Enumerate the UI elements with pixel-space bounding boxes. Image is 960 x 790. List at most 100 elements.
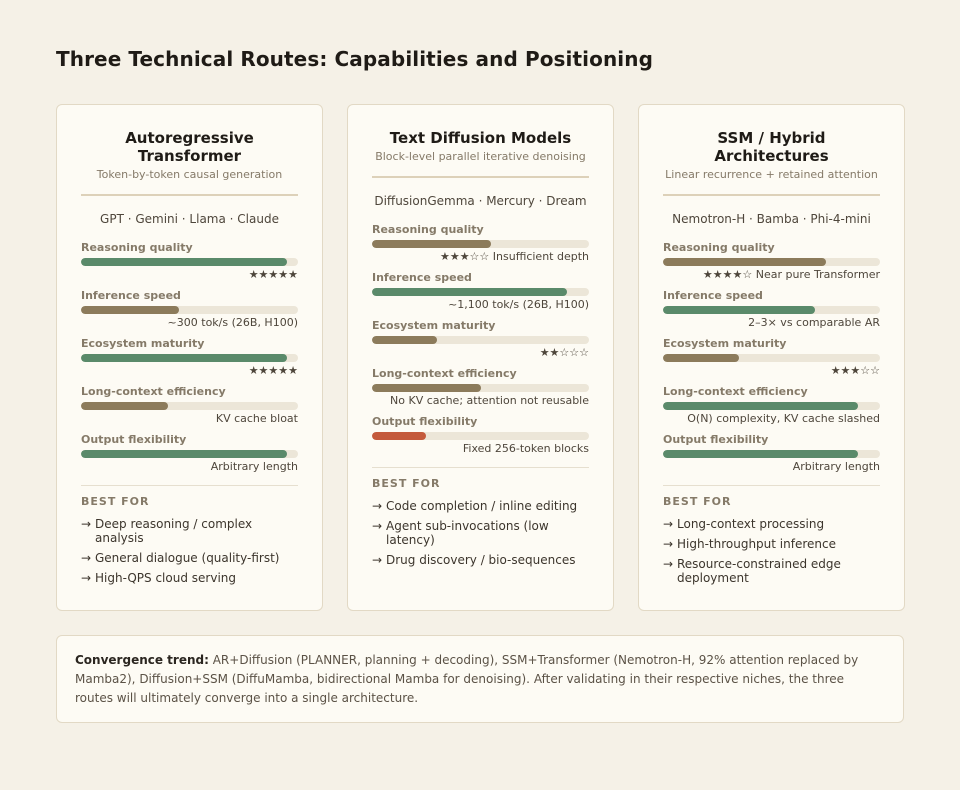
metric-bar-fill — [372, 288, 568, 296]
metric-label: Output flexibility — [663, 433, 769, 446]
metric-bar-track — [81, 258, 298, 266]
metric-row: Inference speed ~300 tok/s (26B, H100) — [81, 289, 298, 337]
metric-label: Long-context efficiency — [663, 385, 808, 398]
metric-label: Long-context efficiency — [81, 385, 226, 398]
arrow-right-icon: → — [372, 499, 383, 513]
metric-bar-track — [81, 402, 298, 410]
metric-label: Ecosystem maturity — [372, 319, 496, 332]
metric-bar-track — [372, 240, 589, 248]
best-for-text: Agent sub-invocations (low latency) — [386, 519, 549, 547]
metric-bar-fill — [81, 354, 288, 362]
best-for-text: Code completion / inline editing — [386, 499, 578, 513]
metric-label: Reasoning quality — [372, 223, 484, 236]
metric-row: Reasoning quality ★★★★★ — [81, 241, 298, 289]
card-models: DiffusionGemma · Mercury · Dream — [374, 194, 587, 208]
metric-bar-track — [663, 258, 880, 266]
metric-note: 2–3× vs comparable AR — [748, 316, 880, 329]
metric-note: No KV cache; attention not reusable — [390, 394, 589, 407]
metric-note: Arbitrary length — [210, 460, 298, 473]
metrics-list: Reasoning quality ★★★★★ Inference speed ~30… — [81, 241, 298, 481]
convergence-text: AR+Diffusion (PLANNER, planning + decodi… — [75, 653, 859, 705]
metric-bar-track — [81, 354, 298, 362]
metric-note: ★★★☆☆ — [830, 364, 880, 377]
metrics-list: Reasoning quality ★★★★☆ Near pure Transfo… — [663, 241, 880, 481]
arrow-right-icon: → — [81, 571, 92, 585]
metric-bar-track — [372, 384, 589, 392]
best-for-item: → Code completion / inline editing — [372, 499, 589, 513]
metric-row: Output flexibility Arbitrary length — [81, 433, 298, 481]
card-models: GPT · Gemini · Llama · Claude — [100, 212, 279, 226]
metric-bar-fill — [663, 450, 859, 458]
arrow-right-icon: → — [663, 537, 674, 551]
metric-label: Reasoning quality — [663, 241, 775, 254]
metric-note: ★★★★★ — [248, 268, 298, 281]
metric-bar-fill — [81, 450, 288, 458]
card-title: SSM / Hybrid Architectures — [714, 129, 829, 165]
card-title: Text Diffusion Models — [389, 129, 572, 147]
route-card-autoregressive: Autoregressive Transformer Token-by-toke… — [56, 104, 323, 611]
metric-bar-fill — [663, 402, 859, 410]
card-rule — [663, 194, 880, 196]
metric-note: O(N) complexity, KV cache slashed — [687, 412, 880, 425]
metric-row: Reasoning quality ★★★☆☆ Insufficient dept… — [372, 223, 589, 271]
metrics-list: Reasoning quality ★★★☆☆ Insufficient dept… — [372, 223, 589, 463]
metric-bar-fill — [81, 306, 179, 314]
best-for-label: BEST FOR — [663, 495, 732, 508]
best-for-list: → Long-context processing → High-throughput… — [663, 517, 880, 585]
metric-bar-track — [81, 450, 298, 458]
card-subtitle: Token-by-token causal generation — [96, 168, 283, 181]
metric-bar-fill — [81, 258, 288, 266]
metric-label: Inference speed — [663, 289, 763, 302]
metric-bar-fill — [372, 384, 481, 392]
metric-note: ★★★★☆ Near pure Transformer — [702, 268, 880, 281]
metric-bar-fill — [663, 258, 826, 266]
best-for-item: → Drug discovery / bio-sequences — [372, 553, 589, 567]
best-for-item: → General dialogue (quality-first) — [81, 551, 298, 565]
metric-row: Inference speed 2–3× vs comparable AR — [663, 289, 880, 337]
best-for-text: High-QPS cloud serving — [95, 571, 236, 585]
metric-note: ★★☆☆☆ — [539, 346, 589, 359]
metric-note: Fixed 256-token blocks — [462, 442, 589, 455]
arrow-right-icon: → — [663, 557, 674, 571]
metric-bar-track — [663, 450, 880, 458]
metric-row: Long-context efficiency No KV cache; atte… — [372, 367, 589, 415]
best-for-text: Deep reasoning / complex analysis — [95, 517, 253, 545]
metric-note: ★★★☆☆ Insufficient depth — [439, 250, 589, 263]
metric-note: ~1,100 tok/s (26B, H100) — [448, 298, 589, 311]
metric-bar-track — [372, 432, 589, 440]
metric-bar-fill — [372, 240, 492, 248]
card-divider — [81, 485, 298, 486]
metric-bar-track — [663, 306, 880, 314]
metric-bar-fill — [663, 354, 739, 362]
metric-label: Ecosystem maturity — [663, 337, 787, 350]
metric-row: Ecosystem maturity ★★☆☆☆ — [372, 319, 589, 367]
route-card-diffusion: Text Diffusion Models Block-level parall… — [347, 104, 614, 611]
metric-row: Output flexibility Fixed 256-token blocks — [372, 415, 589, 463]
metric-label: Inference speed — [81, 289, 181, 302]
metric-note: ★★★★★ — [248, 364, 298, 377]
card-models: Nemotron-H · Bamba · Phi-4-mini — [672, 212, 871, 226]
metric-label: Inference speed — [372, 271, 472, 284]
arrow-right-icon: → — [372, 519, 383, 533]
card-divider — [372, 467, 589, 468]
metric-bar-fill — [663, 306, 815, 314]
metric-row: Long-context efficiency KV cache bloat — [81, 385, 298, 433]
arrow-right-icon: → — [372, 553, 383, 567]
metric-row: Output flexibility Arbitrary length — [663, 433, 880, 481]
arrow-right-icon: → — [81, 517, 92, 531]
best-for-list: → Code completion / inline editing → Agent … — [372, 499, 589, 567]
metric-note: KV cache bloat — [215, 412, 298, 425]
best-for-text: Resource-constrained edge deployment — [677, 557, 841, 585]
metric-note: ~300 tok/s (26B, H100) — [167, 316, 298, 329]
best-for-item: → High-throughput inference — [663, 537, 880, 551]
page-title: Three Technical Routes: Capabilities and… — [56, 47, 654, 71]
best-for-label: BEST FOR — [81, 495, 150, 508]
metric-bar-track — [81, 306, 298, 314]
best-for-label: BEST FOR — [372, 477, 441, 490]
card-rule — [372, 176, 589, 178]
card-rule — [81, 194, 298, 196]
metric-bar-fill — [81, 402, 168, 410]
best-for-item: → Agent sub-invocations (low latency) — [372, 519, 589, 547]
card-subtitle: Linear recurrence + retained attention — [665, 168, 878, 181]
metric-label: Output flexibility — [372, 415, 478, 428]
